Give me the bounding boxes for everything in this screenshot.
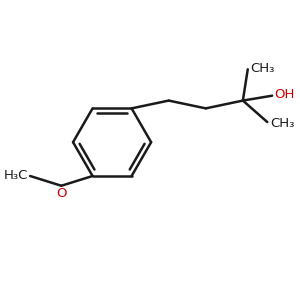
Text: H₃C: H₃C (4, 169, 28, 182)
Text: CH₃: CH₃ (270, 116, 295, 130)
Text: CH₃: CH₃ (251, 62, 275, 75)
Text: OH: OH (274, 88, 295, 101)
Text: O: O (56, 187, 67, 200)
